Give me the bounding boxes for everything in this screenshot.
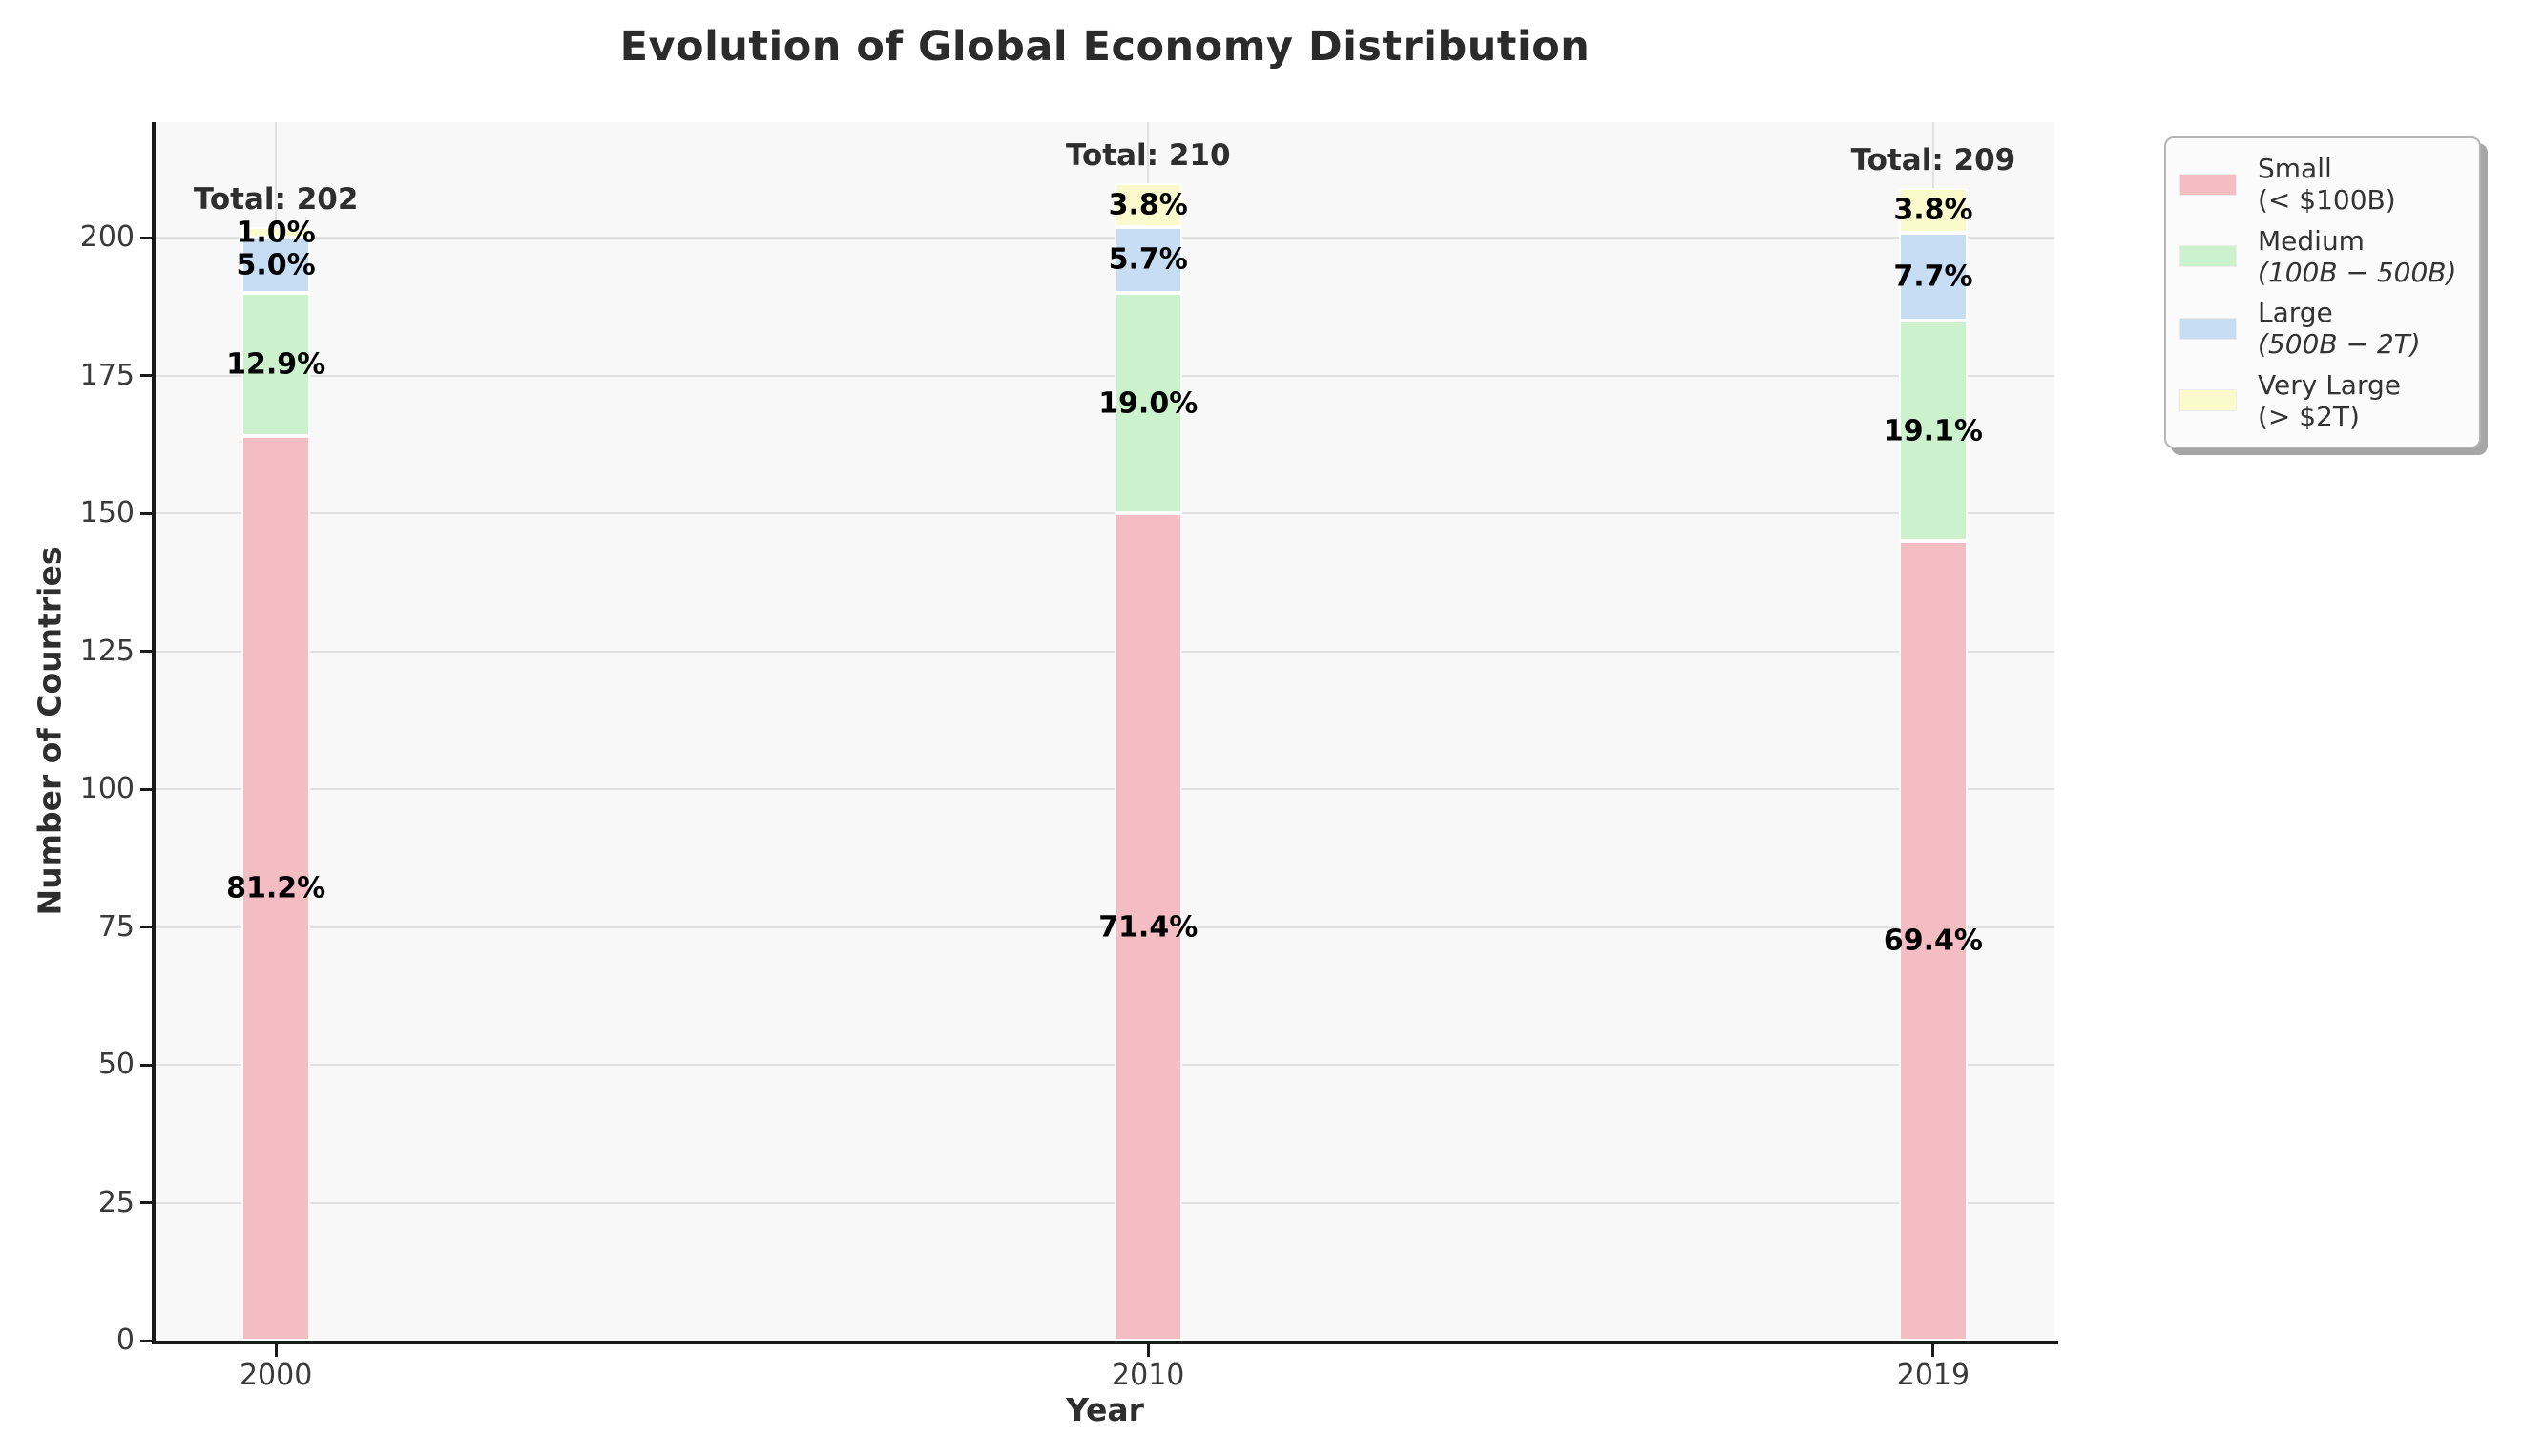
- gridline-horizontal: [156, 1201, 2054, 1204]
- segment-percent-label: 19.1%: [1883, 414, 1983, 448]
- segment-percent-label: 69.4%: [1883, 924, 1983, 958]
- y-tick-label: 0: [115, 1323, 135, 1357]
- legend-color-patch: [2179, 245, 2237, 268]
- gridline-horizontal: [156, 374, 2054, 377]
- legend-color-patch: [2179, 317, 2237, 340]
- legend-item-line2: (> $2T): [2258, 400, 2360, 432]
- y-tick-label: 200: [79, 220, 135, 255]
- segment-percent-label: 1.0%: [236, 216, 316, 250]
- y-tick-mark: [140, 1063, 153, 1067]
- bar-segment: [241, 293, 310, 437]
- segment-percent-label: 3.8%: [1893, 193, 1973, 227]
- legend-item: Large (500B − 2T): [2179, 297, 2470, 360]
- x-axis-label: Year: [1066, 1391, 1144, 1428]
- x-tick-mark: [1931, 1344, 1935, 1357]
- gridline-horizontal: [156, 926, 2054, 928]
- bar-segment: [1114, 293, 1182, 514]
- total-label: Total: 210: [1065, 137, 1231, 173]
- segment-percent-label: 12.9%: [226, 347, 326, 382]
- bar-segment: [241, 226, 310, 239]
- legend-color-patch: [2179, 173, 2237, 196]
- segment-percent-label: 19.0%: [1098, 386, 1199, 421]
- legend-item-line1: Large: [2258, 297, 2333, 329]
- y-tick-mark: [140, 787, 153, 791]
- segment-percent-label: 5.0%: [236, 248, 316, 282]
- segment-percent-label: 3.8%: [1108, 188, 1188, 222]
- bar-segment: [1114, 226, 1182, 294]
- y-tick-mark: [140, 926, 153, 929]
- x-tick-label: 2000: [239, 1359, 313, 1392]
- bar-segment: [1114, 513, 1182, 1341]
- legend-item-line2: (500B − 2T): [2258, 328, 2421, 361]
- y-tick-mark: [140, 650, 153, 654]
- total-label: Total: 202: [193, 181, 359, 217]
- gridline-horizontal: [156, 1064, 2054, 1067]
- legend-item: Small (< $100B): [2179, 153, 2470, 216]
- segment-percent-label: 81.2%: [226, 871, 326, 905]
- y-tick-label: 100: [79, 772, 135, 806]
- legend-item-label: Medium (100B − 500B): [2258, 225, 2456, 288]
- x-tick-label: 2010: [1112, 1359, 1185, 1392]
- legend-item: Very Large (> $2T): [2179, 369, 2470, 432]
- legend-item-label: Very Large (> $2T): [2258, 369, 2401, 432]
- x-tick-label: 2019: [1896, 1359, 1970, 1392]
- legend-item-label: Large (500B − 2T): [2258, 297, 2421, 360]
- legend-item: Medium (100B − 500B): [2179, 225, 2470, 288]
- legend-item-line1: Small: [2258, 153, 2332, 185]
- gridline-horizontal: [156, 650, 2054, 653]
- chart-title: Evolution of Global Economy Distribution: [619, 23, 1591, 71]
- gridline-horizontal: [156, 237, 2054, 239]
- legend-item-line1: Medium: [2258, 224, 2365, 257]
- y-tick-label: 150: [79, 496, 135, 530]
- y-tick-label: 50: [97, 1048, 135, 1082]
- total-label: Total: 209: [1850, 143, 2016, 178]
- bar-segment: [1899, 541, 1968, 1341]
- y-tick-mark: [140, 1201, 153, 1205]
- y-tick-label: 125: [79, 634, 135, 668]
- x-axis-spine: [152, 1341, 2058, 1344]
- segment-percent-label: 7.7%: [1893, 260, 1973, 294]
- legend-item-line1: Very Large: [2258, 368, 2401, 401]
- gridline-horizontal: [156, 788, 2054, 791]
- plot-area: [156, 122, 2054, 1341]
- y-tick-mark: [140, 511, 153, 515]
- bar-segment: [1899, 188, 1968, 233]
- y-axis-label: Number of Countries: [31, 546, 69, 916]
- bar-segment: [241, 238, 310, 294]
- y-tick-label: 25: [97, 1185, 135, 1219]
- legend: Small (< $100B) Medium (100B − 500B) Large (5…: [2164, 136, 2481, 448]
- y-tick-label: 75: [97, 909, 135, 944]
- x-tick-mark: [274, 1344, 278, 1357]
- legend-item-line2: (< $100B): [2258, 184, 2396, 217]
- bar-segment: [1899, 232, 1968, 321]
- segment-percent-label: 5.7%: [1108, 242, 1188, 277]
- y-tick-mark: [140, 236, 153, 239]
- y-axis-spine: [152, 122, 156, 1344]
- gridline-horizontal: [156, 512, 2054, 515]
- legend-item-label: Small (< $100B): [2258, 153, 2396, 216]
- bar-segment: [1899, 321, 1968, 542]
- legend-color-patch: [2179, 389, 2237, 412]
- y-tick-mark: [140, 1339, 153, 1342]
- y-tick-label: 175: [79, 358, 135, 392]
- segment-percent-label: 71.4%: [1098, 910, 1199, 945]
- y-tick-mark: [140, 374, 153, 378]
- x-tick-mark: [1146, 1344, 1150, 1357]
- legend-item-line2: (100B − 500B): [2258, 256, 2457, 288]
- bar-segment: [1114, 182, 1182, 227]
- bar-segment: [241, 436, 310, 1341]
